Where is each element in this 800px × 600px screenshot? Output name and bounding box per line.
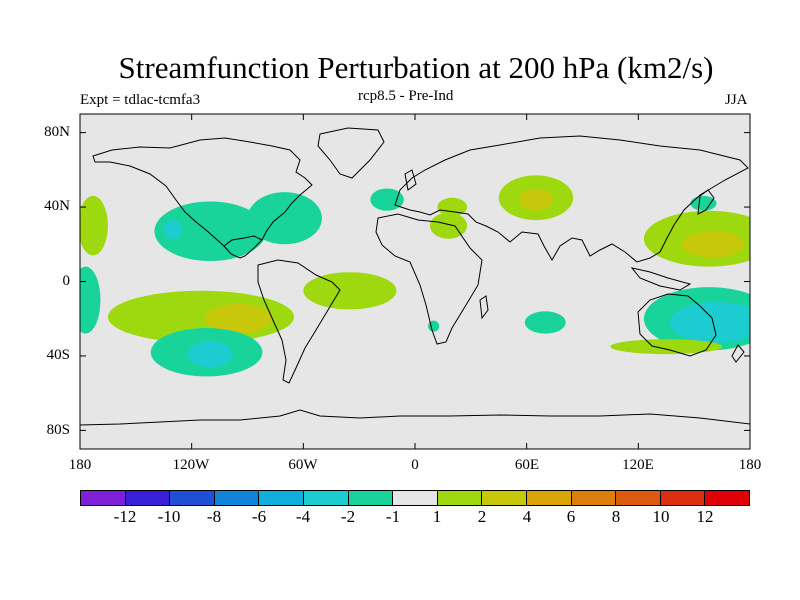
contour-c-npac-n: [690, 195, 717, 211]
lat-label-2: 0: [62, 273, 71, 289]
cb-label-0: -12: [113, 507, 137, 526]
lon-label-2: 60W: [288, 457, 318, 473]
north-america-coast: [92, 137, 313, 259]
colorbar-box-3: [214, 491, 260, 505]
contour-c-med: [429, 212, 468, 239]
lon-label-3: 0: [411, 457, 419, 473]
africa-coast: [375, 213, 483, 345]
colorbar-box-5: [303, 491, 349, 505]
contour-c-atl-core: [163, 220, 183, 239]
lon-label-1: 120W: [172, 457, 210, 473]
cb-label-6: -1: [385, 507, 401, 526]
contour-c-aus-core: [669, 301, 750, 343]
cb-label-13: 12: [696, 507, 714, 526]
contour-c-med2: [437, 197, 468, 217]
contour-c-spac-core: [204, 303, 272, 334]
greenland-coast: [317, 127, 385, 179]
contour-c-satl: [303, 272, 397, 310]
australia-coast: [637, 293, 717, 357]
cb-label-7: 1: [432, 507, 442, 526]
cb-label-5: -2: [340, 507, 356, 526]
colorbar-box-9: [482, 491, 527, 505]
colorbar-box-1: [125, 491, 171, 505]
cb-label-10: 6: [566, 507, 576, 526]
lon-label-4: 60E: [514, 457, 540, 473]
chart-title: Streamfunction Perturbation at 200 hPa (…: [118, 50, 714, 85]
colorbar-box-12: [616, 491, 661, 505]
new-zealand-coast: [731, 344, 745, 363]
contour-c-npac-core: [681, 231, 745, 258]
axis-ticks: [79, 114, 751, 449]
contour-c-atl: [154, 201, 267, 262]
cb-label-8: 2: [477, 507, 487, 526]
scenario-label: rcp8.5 - Pre-Ind: [358, 88, 454, 104]
colorbar-box-2: [170, 491, 215, 505]
madagascar-coast: [479, 295, 489, 320]
contour-c-pac-w2: [80, 266, 101, 334]
cb-label-11: 8: [611, 507, 621, 526]
colorbar-box-6: [348, 491, 394, 505]
gulf-coast: [223, 235, 263, 247]
contour-c-ssp-core: [187, 341, 233, 368]
contour-c-eatl: [370, 188, 404, 211]
cb-label-4: -4: [295, 507, 311, 526]
colorbar-box-7: [393, 491, 438, 505]
antarctica-coast: [80, 409, 750, 426]
contour-c-aus-s: [610, 339, 723, 355]
cb-label-2: -8: [206, 507, 222, 526]
cb-label-12: 10: [652, 507, 670, 526]
eurasia-coast: [394, 135, 749, 263]
contour-c-atl-b: [247, 192, 322, 245]
colorbar-box-10: [526, 491, 572, 505]
colorbar: [80, 490, 750, 506]
contour-c-casp-core: [519, 188, 553, 211]
lat-label-0: 80N: [44, 124, 70, 140]
south-america-coast: [257, 259, 341, 384]
cb-label-1: -10: [157, 507, 181, 526]
cb-label-9: 4: [522, 507, 532, 526]
lon-label-0: 180: [68, 457, 92, 473]
colorbar-box-13: [660, 491, 706, 505]
coastline-layer: [80, 127, 750, 426]
colorbar-box-8: [437, 491, 483, 505]
indonesia-coast: [630, 267, 692, 291]
cb-label-3: -6: [251, 507, 267, 526]
colorbar-box-14: [705, 491, 749, 505]
contour-c-pacw: [80, 195, 108, 256]
lon-label-5: 120E: [622, 457, 654, 473]
experiment-label: Expt = tdlac-tcmfa3: [80, 92, 201, 108]
colorbar-box-4: [259, 491, 304, 505]
uk-coast: [404, 169, 417, 191]
lon-label-6: 180: [738, 457, 762, 473]
lat-label-1: 40N: [44, 198, 70, 214]
lat-label-3: 40S: [46, 347, 70, 363]
japan-coast: [697, 189, 715, 215]
colorbar-box-0: [81, 491, 126, 505]
map-background: [80, 114, 750, 449]
colorbar-box-11: [571, 491, 617, 505]
contour-c-sio: [524, 311, 566, 334]
lat-label-4: 80S: [46, 422, 70, 438]
season-label: JJA: [725, 92, 748, 108]
